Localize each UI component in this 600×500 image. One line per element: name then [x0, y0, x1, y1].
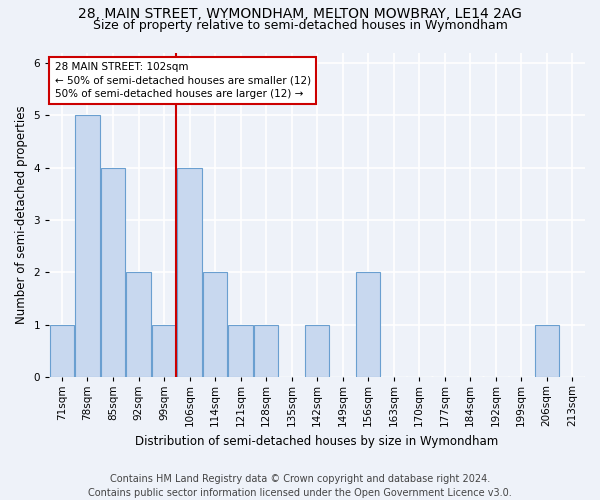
- Bar: [127, 272, 151, 377]
- Bar: [254, 324, 278, 377]
- Bar: [229, 324, 253, 377]
- Text: 28, MAIN STREET, WYMONDHAM, MELTON MOWBRAY, LE14 2AG: 28, MAIN STREET, WYMONDHAM, MELTON MOWBR…: [78, 8, 522, 22]
- Bar: [50, 324, 74, 377]
- Bar: [535, 324, 559, 377]
- Bar: [178, 168, 202, 377]
- Y-axis label: Number of semi-detached properties: Number of semi-detached properties: [15, 106, 28, 324]
- Bar: [305, 324, 329, 377]
- Bar: [203, 272, 227, 377]
- Bar: [152, 324, 176, 377]
- X-axis label: Distribution of semi-detached houses by size in Wymondham: Distribution of semi-detached houses by …: [136, 434, 499, 448]
- Text: Size of property relative to semi-detached houses in Wymondham: Size of property relative to semi-detach…: [92, 18, 508, 32]
- Text: Contains HM Land Registry data © Crown copyright and database right 2024.
Contai: Contains HM Land Registry data © Crown c…: [88, 474, 512, 498]
- Bar: [356, 272, 380, 377]
- Bar: [101, 168, 125, 377]
- Text: 28 MAIN STREET: 102sqm
← 50% of semi-detached houses are smaller (12)
50% of sem: 28 MAIN STREET: 102sqm ← 50% of semi-det…: [55, 62, 311, 98]
- Bar: [76, 116, 100, 377]
